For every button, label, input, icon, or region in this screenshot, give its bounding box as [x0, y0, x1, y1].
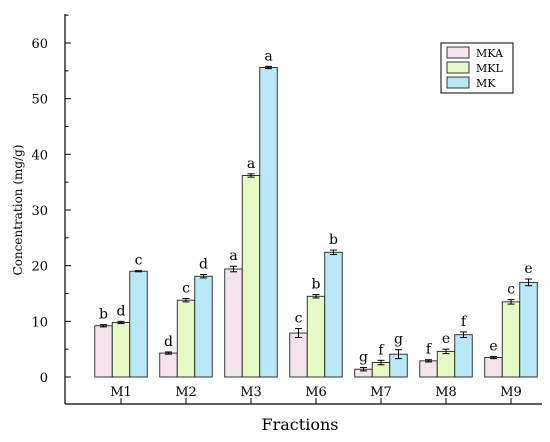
- bar-MK-M1: [129, 270, 148, 378]
- bar-MKA-M2: [159, 352, 178, 378]
- x-axis-title: Fractions: [262, 415, 339, 434]
- y-tick-label: 20: [31, 260, 48, 275]
- significance-label: d: [199, 257, 208, 273]
- x-tick-label: M6: [305, 385, 327, 400]
- significance-label: g: [359, 350, 368, 366]
- x-tick-label: M1: [110, 385, 132, 400]
- bar-MKL-M8: [436, 350, 456, 378]
- bar-MKA-M3: [224, 268, 243, 378]
- significance-label: e: [442, 331, 450, 347]
- significance-label: a: [247, 156, 255, 172]
- bar-MKL-M6: [306, 295, 326, 378]
- significance-label: a: [229, 248, 237, 264]
- axes: 0 10 20 30 40 50 60 M1 M2 M3 M6 M7 M8 M9: [31, 14, 542, 405]
- significance-label: c: [507, 282, 515, 298]
- bar-MKL-M9: [501, 301, 521, 378]
- significance-label: f: [426, 342, 433, 358]
- significance-label: b: [312, 277, 321, 293]
- legend-swatch-MK: [446, 76, 470, 89]
- significance-label: f: [378, 342, 385, 358]
- legend-label: MKL: [476, 62, 503, 75]
- bar-MK-M8: [454, 334, 473, 378]
- significance-label: g: [394, 332, 403, 348]
- significance-label: c: [295, 311, 303, 327]
- y-tick-label: 40: [31, 148, 48, 163]
- bar-MK-M2: [194, 275, 213, 378]
- bar-MK-M9: [519, 281, 538, 378]
- significance-label: b: [329, 232, 338, 248]
- x-tick-label: M7: [370, 385, 392, 400]
- significance-label: e: [524, 261, 532, 277]
- significance-label: c: [182, 281, 190, 297]
- significance-label: b: [99, 307, 108, 323]
- bar-MK-M6: [324, 251, 343, 378]
- significance-label: d: [164, 334, 173, 350]
- bar-MKL-M2: [176, 299, 196, 378]
- bar-MKA-M8: [419, 360, 438, 378]
- y-axis-title: Concentration (mg/g): [11, 145, 25, 276]
- bar-MKL-M3: [241, 175, 261, 378]
- significance-label: a: [264, 48, 272, 64]
- x-tick-label: M3: [240, 385, 262, 400]
- bar-MKA-M9: [484, 357, 503, 378]
- bar-MK-M3: [259, 67, 278, 378]
- legend-swatch-MKA: [446, 46, 470, 59]
- legend-label: MK: [476, 77, 496, 90]
- bar-MKA-M6: [289, 332, 308, 378]
- significance-label: c: [135, 253, 143, 269]
- bar-MKA-M1: [94, 325, 113, 378]
- significance-label: f: [461, 314, 468, 330]
- bar-MKL-M1: [111, 321, 131, 378]
- y-tick-label: 0: [40, 371, 48, 386]
- bars: [94, 65, 538, 378]
- significance-label: e: [489, 338, 497, 354]
- y-tick-label: 30: [31, 204, 48, 219]
- x-tick-label: M8: [435, 385, 457, 400]
- significance-label: d: [117, 303, 126, 319]
- x-tick-label: M2: [175, 385, 197, 400]
- legend-swatch-MKL: [446, 61, 470, 74]
- legend: MKA MKL MK: [440, 42, 514, 94]
- y-tick-label: 10: [31, 315, 48, 330]
- y-tick-label: 60: [31, 37, 48, 52]
- y-tick-label: 50: [31, 93, 48, 108]
- legend-label: MKA: [476, 47, 504, 60]
- x-tick-label: M9: [500, 385, 522, 400]
